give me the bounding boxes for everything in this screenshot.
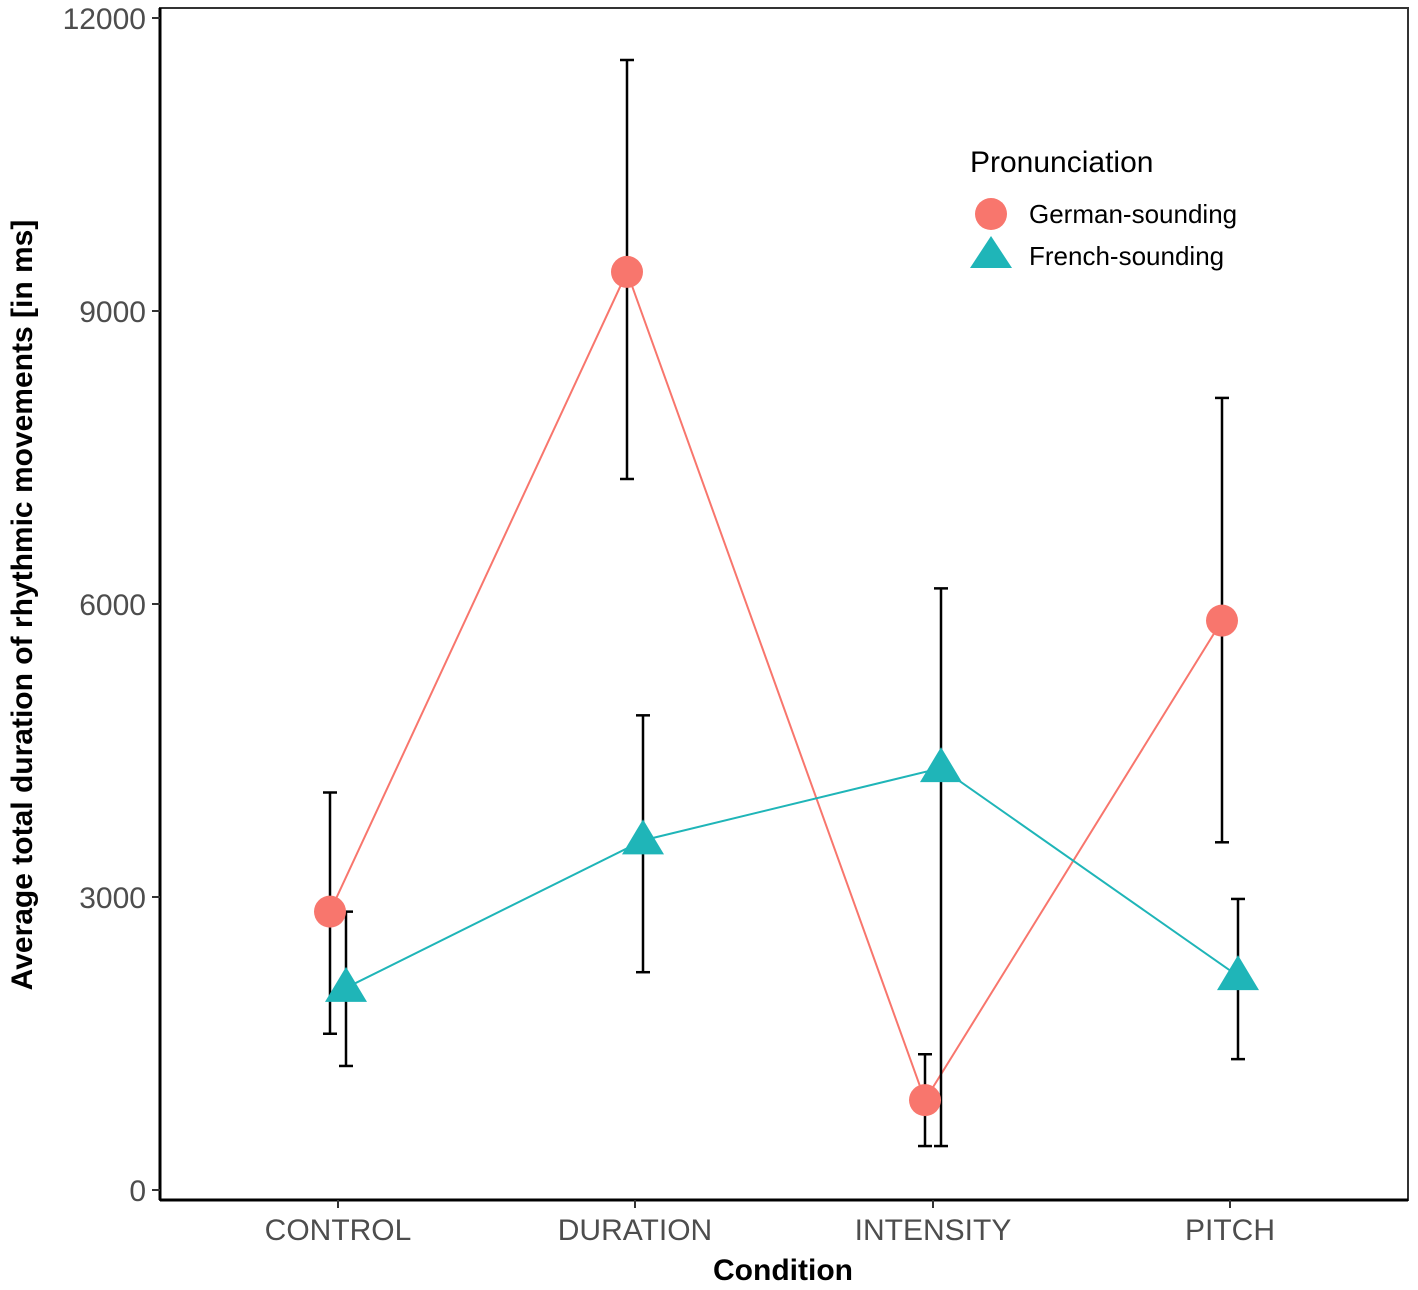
point-french-sounding-intensity <box>920 747 962 783</box>
point-german-sounding-control <box>314 895 346 928</box>
y-tick-label-9000: 9000 <box>79 296 146 329</box>
y-tick-label-0: 0 <box>129 1175 146 1208</box>
y-tick-label-6000: 6000 <box>79 589 146 622</box>
x-tick-label-pitch: PITCH <box>1185 1214 1275 1247</box>
panel-frame <box>159 7 1409 1201</box>
y-ticks: 0 3000 6000 9000 12000 <box>63 3 160 1208</box>
legend: Pronunciation German-sounding French-soun… <box>970 146 1237 271</box>
point-french-sounding-duration <box>622 819 664 855</box>
x-ticks: CONTROL DURATION INTENSITY PITCH <box>265 1200 1275 1247</box>
plot-panel <box>159 7 1409 1201</box>
point-german-sounding-pitch <box>1206 604 1238 637</box>
x-tick-label-duration: DURATION <box>558 1214 712 1247</box>
point-french-sounding-control <box>325 966 367 1002</box>
legend-items: German-sounding French-sounding <box>970 198 1237 271</box>
legend-label-german-sounding: German-sounding <box>1029 199 1237 229</box>
error-bar-french-sounding-intensity <box>934 587 948 1148</box>
x-tick-label-intensity: INTENSITY <box>855 1214 1012 1247</box>
legend-key-german-sounding <box>975 198 1007 230</box>
y-axis-title: Average total duration of rhythmic movem… <box>6 220 39 991</box>
point-german-sounding-intensity <box>909 1084 941 1117</box>
legend-key-french-sounding <box>970 236 1012 268</box>
series-line-french-sounding <box>345 767 1239 989</box>
x-axis-title: Condition <box>713 1254 853 1287</box>
x-tick-label-control: CONTROL <box>265 1214 412 1247</box>
points <box>314 255 1259 1117</box>
y-tick-label-3000: 3000 <box>79 882 146 915</box>
series-lines <box>329 269 1239 1103</box>
point-french-sounding-pitch <box>1217 955 1259 991</box>
legend-title: Pronunciation <box>970 146 1153 179</box>
legend-label-french-sounding: French-sounding <box>1029 241 1224 271</box>
y-tick-label-12000: 12000 <box>63 3 146 36</box>
legend-item-french-sounding: French-sounding <box>970 236 1224 271</box>
point-german-sounding-duration <box>611 255 643 288</box>
legend-item-german-sounding: German-sounding <box>975 198 1237 230</box>
